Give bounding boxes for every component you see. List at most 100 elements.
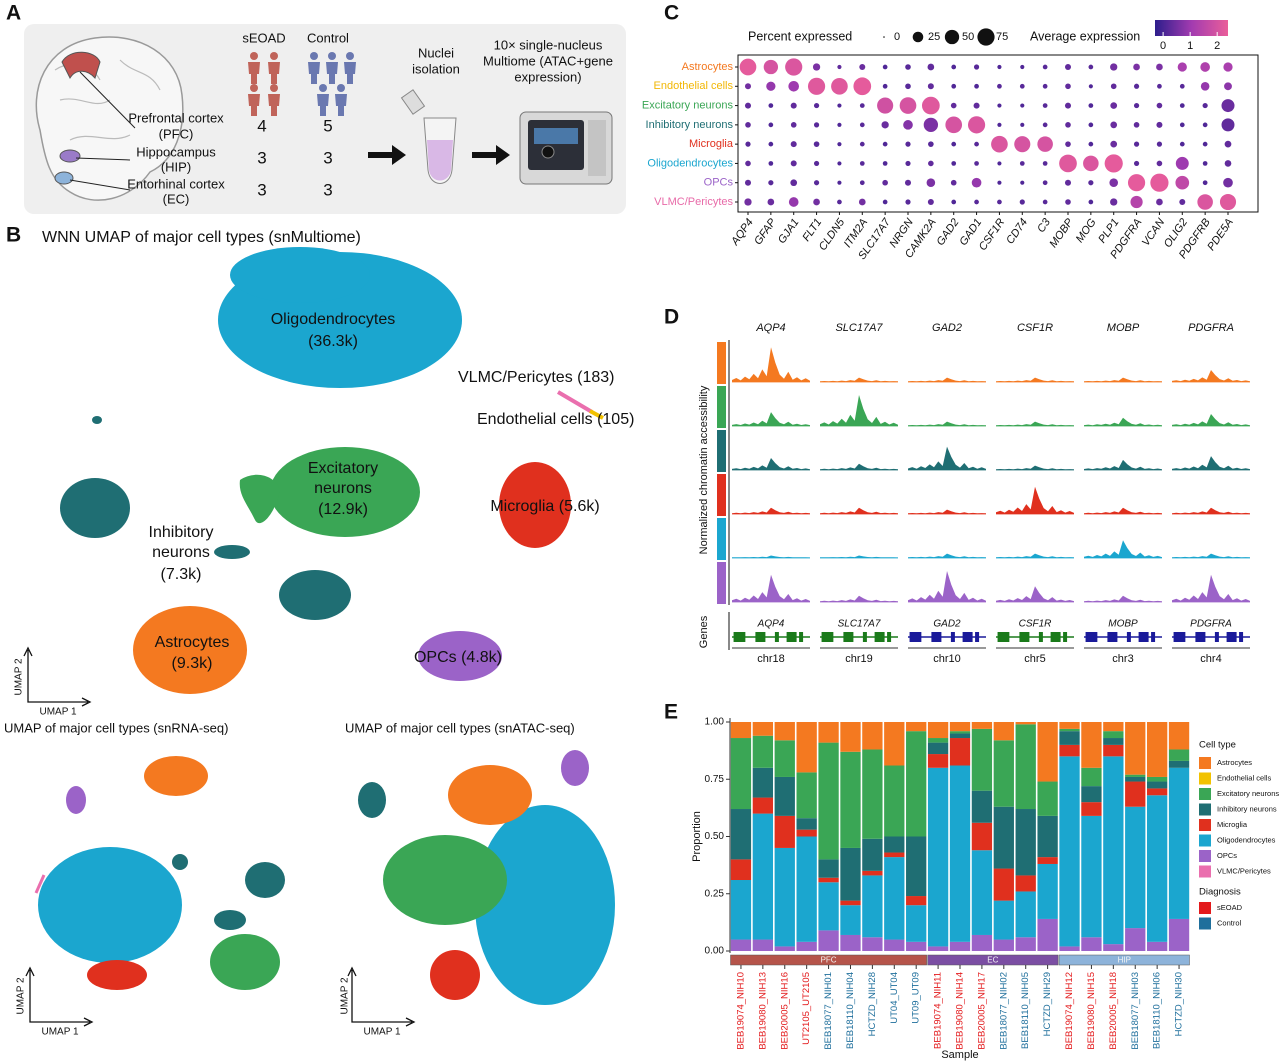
expression-dot xyxy=(1127,174,1146,192)
bar-segment xyxy=(1125,774,1146,777)
person-icon xyxy=(344,62,356,84)
expression-dot xyxy=(974,141,979,147)
bar-segment xyxy=(884,857,905,940)
expression-dot xyxy=(1200,82,1210,91)
chromosome-label: chr10 xyxy=(933,653,961,665)
expression-dot xyxy=(813,180,820,186)
expression-dot xyxy=(1083,155,1099,172)
expression-dot xyxy=(744,198,752,206)
legend-swatch xyxy=(1199,917,1211,930)
coverage-tracks: Normalized chromatin accessibility Genes A… xyxy=(698,322,1250,665)
axis-title: Sample xyxy=(941,1049,978,1061)
bar-segment xyxy=(1037,863,1058,919)
expression-dot xyxy=(1110,102,1118,109)
expression-dot xyxy=(1019,83,1025,89)
panel-label: A xyxy=(6,2,21,25)
sample-count: 3 xyxy=(323,180,332,199)
expression-dot xyxy=(1202,180,1208,186)
arrow xyxy=(368,145,406,165)
expression-dot xyxy=(882,179,888,186)
atac-umap-clusters xyxy=(358,750,615,1005)
exon xyxy=(1063,632,1068,642)
cluster-inhibitory xyxy=(245,862,285,898)
legend-label: OPCs xyxy=(1217,851,1237,860)
coverage-peak xyxy=(996,486,1074,514)
bar-segment xyxy=(840,847,861,901)
bar-segment xyxy=(949,765,971,942)
expression-dot xyxy=(1042,103,1048,108)
bar-segment xyxy=(1015,722,1036,725)
expression-dot xyxy=(1088,141,1094,147)
expression-dot xyxy=(1133,102,1140,109)
region-strip xyxy=(927,954,1059,966)
coverage-peak xyxy=(820,377,898,382)
expression-dot xyxy=(853,77,872,96)
cluster-astrocytes xyxy=(144,756,208,796)
expression-dot xyxy=(739,58,757,76)
expression-dot xyxy=(1179,103,1185,108)
exon xyxy=(931,632,942,642)
expression-dot xyxy=(1179,198,1186,206)
coverage-peak xyxy=(1172,370,1250,382)
bar-segment xyxy=(840,751,861,848)
person-icon xyxy=(328,52,336,60)
cluster-oligodendrocytes xyxy=(230,247,370,303)
expression-dot xyxy=(837,199,842,205)
coverage-peak xyxy=(820,555,898,558)
expression-dot xyxy=(997,199,1002,205)
bar-segment xyxy=(862,875,883,938)
expression-dot xyxy=(1133,83,1140,89)
x-tick-label: BEB18077_NIH01 xyxy=(823,972,834,1050)
y-tick-label: 0.50 xyxy=(705,831,725,842)
instrument-icon xyxy=(519,111,613,185)
bar-segment xyxy=(1037,857,1058,864)
expression-dot xyxy=(997,64,1002,70)
exon xyxy=(843,632,854,642)
bar-segment xyxy=(1103,944,1124,951)
expression-dot xyxy=(1202,102,1208,109)
expression-dot xyxy=(1175,175,1190,190)
legend-swatch xyxy=(1199,788,1211,800)
step-label: 10× single-nucleus xyxy=(494,37,603,52)
expression-dot xyxy=(1110,198,1118,206)
exon xyxy=(962,632,973,642)
cluster-oligodendrocytes xyxy=(475,805,615,1005)
bar-segment xyxy=(1125,928,1146,951)
expression-dot xyxy=(1064,102,1072,109)
cluster-label: Inhibitory xyxy=(149,524,214,541)
x-tick-label: BEB20005_NIH17 xyxy=(976,972,987,1050)
expression-dot xyxy=(928,160,934,167)
cluster-microglia xyxy=(87,960,147,990)
bar-segment xyxy=(993,939,1014,951)
track-color-bar xyxy=(717,386,726,428)
bar-segment xyxy=(818,742,839,860)
expression-dot xyxy=(1020,122,1025,127)
axis-label: UMAP 2 xyxy=(340,977,351,1014)
x-tick-label: BEB18077_NIH03 xyxy=(1130,972,1141,1050)
exon xyxy=(874,632,885,642)
coverage-peak xyxy=(732,555,810,558)
legend-swatch xyxy=(1199,850,1211,862)
bar-segment xyxy=(1059,756,1080,947)
bar-segment xyxy=(927,742,949,755)
expression-dot xyxy=(858,198,866,206)
legend-label: Control xyxy=(1217,918,1242,927)
person-icon xyxy=(319,84,327,92)
bar-segment xyxy=(1081,786,1102,803)
sample-count: 5 xyxy=(323,116,332,135)
sample-icons xyxy=(248,52,356,116)
bar-segment xyxy=(730,738,752,810)
panel-a: sEOAD Control Prefrontal cortex (PFC) Hi… xyxy=(24,24,626,214)
bar-segment xyxy=(993,722,1014,741)
bar-segment xyxy=(906,896,927,906)
legend-label: Inhibitory neurons xyxy=(1217,804,1277,813)
cluster-label: Microglia (5.6k) xyxy=(490,498,599,515)
expression-dot xyxy=(1179,122,1185,128)
umap-title: UMAP of major cell types (snRNA-seq) xyxy=(4,720,228,735)
region-label: EC xyxy=(987,956,998,965)
size-legend-dot xyxy=(944,29,960,45)
axis-label: UMAP 2 xyxy=(16,977,27,1014)
coverage-peak xyxy=(1172,553,1250,558)
cluster-inhibitory xyxy=(214,545,250,559)
